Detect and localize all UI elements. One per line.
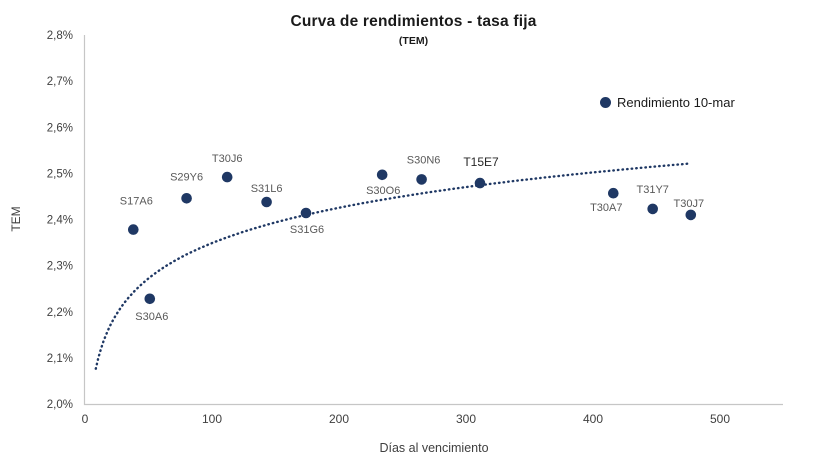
x-tick-label: 200 (329, 412, 349, 426)
y-tick-label: 2,4% (47, 215, 73, 227)
data-point-S30N6 (416, 174, 427, 185)
data-point-label-S17A6: S17A6 (120, 196, 153, 208)
data-point-label-S30A6: S30A6 (135, 311, 168, 323)
data-point-label-T30J7: T30J7 (674, 198, 705, 210)
data-point-T31Y7 (647, 203, 658, 215)
data-point-label-S30O6: S30O6 (366, 185, 400, 197)
legend-marker-dot-icon (600, 97, 611, 108)
data-point-label-S31G6: S31G6 (290, 224, 324, 236)
y-axis-title: TEM (9, 206, 23, 232)
data-point-S30O6 (376, 169, 388, 181)
data-point-T30J7 (685, 209, 697, 221)
y-tick-label: 2,6% (47, 122, 73, 134)
legend: Rendimiento 10-mar (600, 95, 735, 110)
data-point-label-T30J6: T30J6 (212, 153, 243, 165)
data-point-label-T15E7: T15E7 (463, 155, 499, 169)
data-point-S17A6 (128, 224, 139, 235)
y-tick-label: 2,7% (47, 76, 73, 88)
data-point-label-S30N6: S30N6 (407, 154, 441, 166)
data-point-S30A6 (144, 293, 156, 305)
data-point-T30A7 (608, 187, 619, 199)
y-tick-label: 2,1% (47, 353, 73, 365)
y-tick-label: 2,0% (47, 399, 73, 411)
data-point-T15E7 (474, 177, 486, 189)
legend-label: Rendimiento 10-mar (617, 95, 735, 110)
axis-lines (83, 35, 783, 406)
x-axis-title: Días al vencimiento (379, 441, 489, 455)
trendline (94, 162, 692, 370)
y-tick-label: 2,2% (47, 307, 73, 319)
y-tick-label: 2,8% (47, 30, 73, 42)
data-point-label-S31L6: S31L6 (251, 183, 283, 195)
data-point-S31G6 (300, 207, 312, 219)
x-tick-label: 300 (456, 412, 476, 426)
x-tick-label: 0 (82, 412, 89, 426)
data-point-S31L6 (261, 196, 272, 208)
chart-subtitle: (TEM) (398, 35, 429, 47)
y-tick-label: 2,5% (47, 168, 73, 180)
data-point-label-T31Y7: T31Y7 (636, 184, 668, 196)
data-point-label-S29Y6: S29Y6 (170, 171, 203, 183)
chart-title: Curva de rendimientos - tasa fija (290, 13, 537, 30)
y-tick-label: 2,3% (47, 261, 73, 273)
x-tick-label: 500 (710, 412, 730, 426)
data-point-label-T30A7: T30A7 (590, 202, 622, 214)
x-tick-label: 400 (583, 412, 603, 426)
x-tick-label: 100 (202, 412, 222, 426)
data-point-S29Y6 (181, 193, 192, 204)
data-point-T30J6 (221, 171, 233, 183)
